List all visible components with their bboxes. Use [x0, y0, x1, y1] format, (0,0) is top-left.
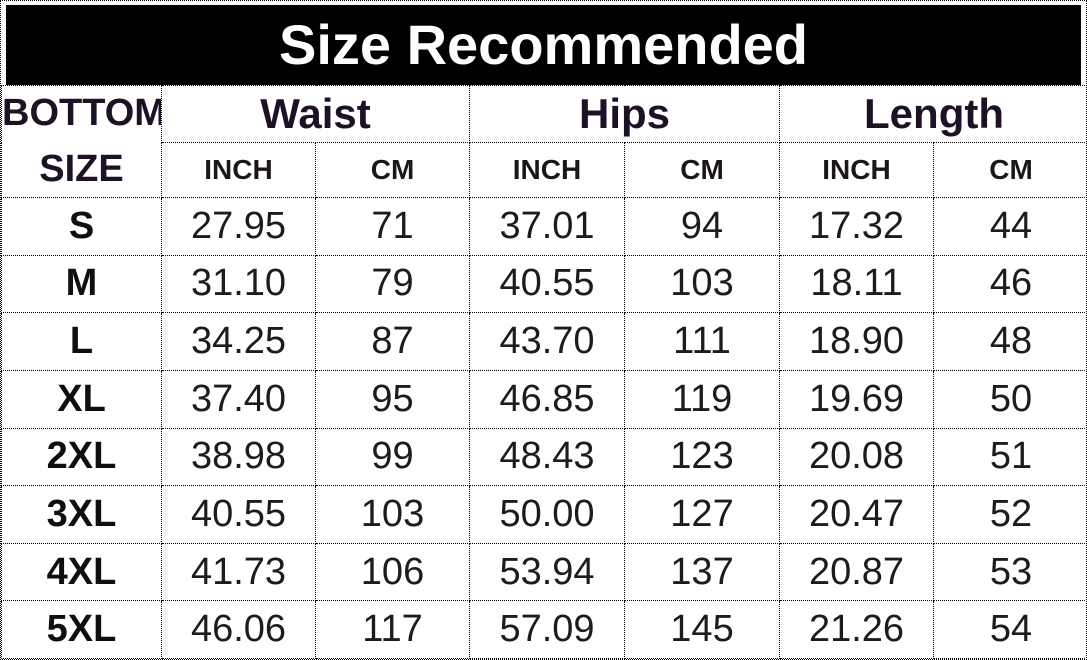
table-row: M 31.10 79 40.55 103 18.11 46 [1, 254, 1086, 314]
sub-header-hips-cm: CM [623, 142, 781, 198]
measurement-cell: 53.94 [469, 542, 625, 602]
measurement-cell: 71 [315, 197, 470, 256]
table-row: 2XL 38.98 99 48.43 123 20.08 51 [1, 427, 1086, 487]
measurement-cell: 43.70 [469, 312, 625, 371]
measurement-cell: 95 [315, 369, 470, 429]
measurement-cell: 48 [933, 312, 1086, 371]
measurement-cell: 37.01 [469, 197, 625, 256]
measurement-cell: 27.95 [161, 197, 316, 256]
group-header-hips: Hips [468, 85, 781, 143]
measurement-cell: 40.55 [161, 485, 316, 544]
measurement-cell: 123 [623, 427, 781, 487]
measurement-cell: 99 [315, 427, 470, 487]
measurement-cell: 111 [623, 312, 781, 371]
group-header-length: Length [779, 85, 1086, 143]
corner-line2: SIZE [39, 147, 124, 190]
title-bar: Size Recommended [6, 5, 1081, 85]
measurement-cell: 18.11 [779, 254, 935, 314]
measurement-cell: 79 [315, 254, 470, 314]
sub-header-length-inch: INCH [779, 142, 935, 198]
size-label: 5XL [1, 600, 162, 659]
measurement-cell: 40.55 [469, 254, 625, 314]
group-header-waist: Waist [161, 85, 470, 143]
measurement-cell: 50.00 [469, 485, 625, 544]
measurement-cell: 103 [623, 254, 781, 314]
measurement-cell: 38.98 [161, 427, 316, 487]
sub-header-length-cm: CM [933, 142, 1086, 198]
table-row: 4XL 41.73 106 53.94 137 20.87 53 [1, 542, 1086, 602]
measurement-cell: 20.08 [779, 427, 935, 487]
size-table-body: S 27.95 71 37.01 94 17.32 44 M 31.10 79 40.55 103 18… [1, 197, 1086, 659]
measurement-cell: 57.09 [469, 600, 625, 659]
measurement-cell: 53 [933, 542, 1086, 602]
measurement-cell: 18.90 [779, 312, 935, 371]
measurement-cell: 137 [623, 542, 781, 602]
sub-header-hips-inch: INCH [469, 142, 625, 198]
sub-header-waist-cm: CM [315, 142, 470, 198]
measurement-cell: 21.26 [779, 600, 935, 659]
measurement-cell: 20.87 [779, 542, 935, 602]
size-label: 2XL [1, 427, 162, 487]
measurement-cell: 19.69 [779, 369, 935, 429]
measurement-cell: 119 [623, 369, 781, 429]
sub-header-waist-inch: INCH [161, 142, 316, 198]
size-label: XL [1, 369, 162, 429]
table-row: 3XL 40.55 103 50.00 127 20.47 52 [1, 485, 1086, 544]
size-label: 4XL [1, 542, 162, 602]
size-table: BOTTOM SIZE Waist Hips Length INCH CM IN… [1, 85, 1086, 659]
measurement-cell: 48.43 [469, 427, 625, 487]
measurement-cell: 51 [933, 427, 1086, 487]
measurement-cell: 46.85 [469, 369, 625, 429]
measurement-cell: 37.40 [161, 369, 316, 429]
size-label: M [1, 254, 162, 314]
measurement-cell: 52 [933, 485, 1086, 544]
page-title: Size Recommended [278, 13, 809, 76]
measurement-cell: 44 [933, 197, 1086, 256]
measurement-cell: 54 [933, 600, 1086, 659]
measurement-cell: 20.47 [779, 485, 935, 544]
measurement-cell: 106 [315, 542, 470, 602]
sub-header-row: INCH CM INCH CM INCH CM [2, 142, 1086, 198]
measurement-cell: 145 [623, 600, 781, 659]
measurement-cell: 117 [315, 600, 470, 659]
size-label: 3XL [1, 485, 162, 544]
measurement-cell: 46.06 [161, 600, 316, 659]
table-row: S 27.95 71 37.01 94 17.32 44 [1, 197, 1086, 256]
table-row: XL 37.40 95 46.85 119 19.69 50 [1, 369, 1086, 429]
size-label: L [1, 312, 162, 371]
group-header-row: BOTTOM SIZE Waist Hips Length [1, 85, 1086, 198]
measurement-cell: 87 [315, 312, 470, 371]
table-row: 5XL 46.06 117 57.09 145 21.26 54 [1, 600, 1086, 659]
table-row: L 34.25 87 43.70 111 18.90 48 [1, 312, 1086, 371]
measurement-cell: 94 [623, 197, 781, 256]
size-label: S [1, 197, 162, 256]
measurement-cell: 127 [623, 485, 781, 544]
measurement-cell: 103 [315, 485, 470, 544]
measurement-cell: 17.32 [779, 197, 935, 256]
measurement-cell: 50 [933, 369, 1086, 429]
measurement-cell: 34.25 [161, 312, 316, 371]
measurement-cell: 46 [933, 254, 1086, 314]
corner-header-bottom-size: BOTTOM SIZE [1, 85, 162, 198]
corner-line1: BOTTOM [2, 92, 162, 135]
measurement-cell: 31.10 [161, 254, 316, 314]
measurement-cell: 41.73 [161, 542, 316, 602]
